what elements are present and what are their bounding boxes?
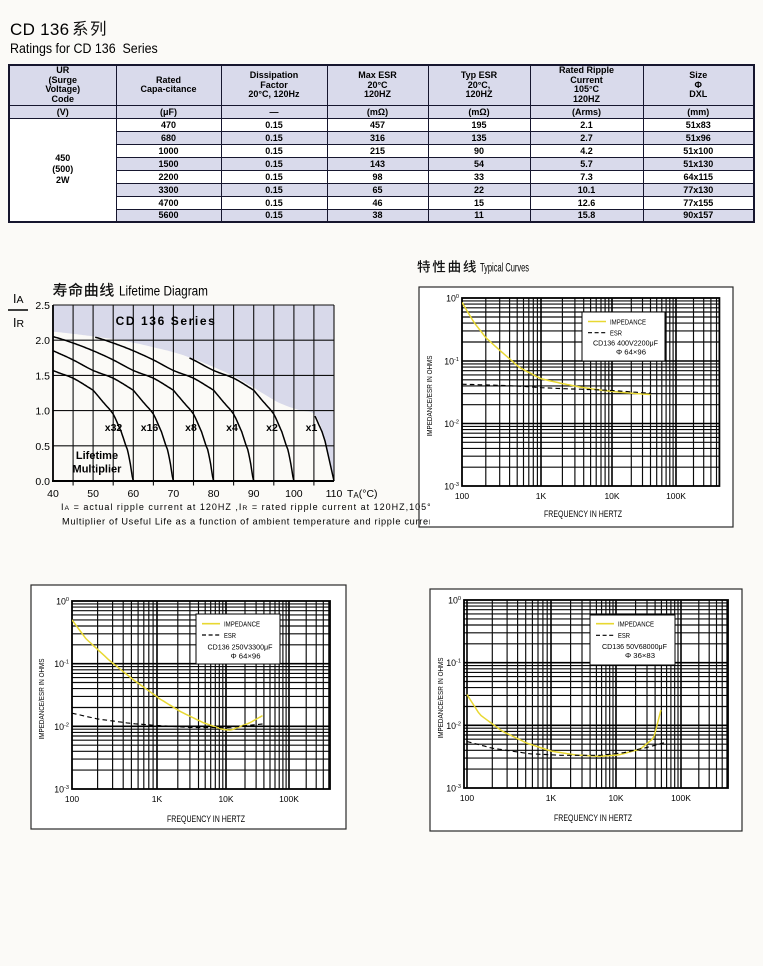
svg-text:FREQUENCY IN HERTZ: FREQUENCY IN HERTZ — [554, 813, 632, 823]
svg-text:60: 60 — [127, 488, 139, 500]
svg-text:100: 100 — [446, 294, 459, 304]
svg-text:Φ 36×83: Φ 36×83 — [625, 651, 655, 660]
svg-text:1.5: 1.5 — [35, 370, 50, 382]
svg-text:TA(°C): TA(°C) — [347, 488, 378, 500]
svg-text:10-1: 10-1 — [54, 659, 69, 669]
svg-text:IA: IA — [13, 292, 24, 306]
svg-text:100: 100 — [455, 491, 469, 501]
svg-text:0.0: 0.0 — [35, 476, 50, 488]
svg-text:2.5: 2.5 — [35, 300, 50, 312]
svg-text:IMPEDANCE: IMPEDANCE — [224, 620, 260, 629]
svg-text:100: 100 — [285, 488, 303, 500]
svg-text:1K: 1K — [546, 793, 557, 803]
svg-text:x2: x2 — [266, 422, 278, 434]
svg-text:FREQUENCY IN HERTZ: FREQUENCY IN HERTZ — [167, 814, 245, 824]
svg-text:1K: 1K — [536, 491, 547, 501]
svg-text:Lifetime Diagram: Lifetime Diagram — [119, 284, 208, 299]
svg-text:ESR: ESR — [610, 329, 622, 338]
svg-text:110: 110 — [326, 488, 343, 500]
svg-text:1.0: 1.0 — [35, 406, 50, 418]
svg-text:90: 90 — [248, 488, 260, 500]
svg-text:Φ 64×96: Φ 64×96 — [231, 651, 261, 660]
svg-text:10-1: 10-1 — [446, 658, 461, 668]
svg-text:x1: x1 — [306, 422, 318, 434]
svg-text:Multiplier of Useful Life as a: Multiplier of Useful Life as a function … — [62, 517, 430, 527]
svg-text:40: 40 — [47, 488, 59, 500]
svg-text:CD136 50V68000μF: CD136 50V68000μF — [602, 642, 667, 651]
svg-text:10-1: 10-1 — [444, 357, 459, 367]
svg-text:x32: x32 — [105, 422, 123, 434]
svg-text:Multiplier: Multiplier — [73, 464, 123, 476]
svg-text:100K: 100K — [671, 793, 691, 803]
svg-text:50: 50 — [87, 488, 99, 500]
svg-text:Typical Curves: Typical Curves — [480, 263, 529, 275]
svg-text:10-2: 10-2 — [446, 721, 461, 731]
svg-text:70: 70 — [168, 488, 180, 500]
svg-text:Lifetime: Lifetime — [76, 450, 118, 462]
svg-text:IR: IR — [13, 316, 24, 330]
svg-text:10-3: 10-3 — [444, 482, 459, 492]
svg-text:10K: 10K — [604, 491, 619, 501]
svg-text:IMPEDANCE: IMPEDANCE — [618, 620, 654, 629]
svg-text:100: 100 — [65, 794, 79, 804]
svg-text:80: 80 — [208, 488, 220, 500]
svg-text:10-2: 10-2 — [444, 419, 459, 429]
svg-text:CD136 250V3300μF: CD136 250V3300μF — [208, 643, 273, 652]
svg-text:x4: x4 — [226, 422, 238, 434]
svg-text:ESR: ESR — [224, 631, 236, 640]
svg-text:10-3: 10-3 — [446, 784, 461, 794]
svg-text:100K: 100K — [666, 491, 686, 501]
svg-text:FREQUENCY IN HERTZ: FREQUENCY IN HERTZ — [544, 509, 622, 519]
svg-text:10K: 10K — [218, 794, 233, 804]
svg-text:x8: x8 — [185, 422, 197, 434]
svg-text:x16: x16 — [141, 422, 159, 434]
svg-text:IA = actual ripple current at: IA = actual ripple current at 120HZ ,IR … — [61, 502, 430, 512]
svg-text:CD 136 Series: CD 136 Series — [116, 314, 217, 328]
svg-text:IMPEDANCE/ESR IN OHMS: IMPEDANCE/ESR IN OHMS — [436, 658, 445, 739]
svg-text:1K: 1K — [152, 794, 163, 804]
svg-text:10K: 10K — [608, 793, 623, 803]
svg-text:Φ 64×96: Φ 64×96 — [616, 348, 646, 357]
svg-text:IMPEDANCE: IMPEDANCE — [610, 317, 646, 326]
svg-text:100: 100 — [460, 793, 474, 803]
svg-text:10-2: 10-2 — [54, 722, 69, 732]
svg-text:100: 100 — [448, 596, 461, 606]
svg-text:100: 100 — [56, 597, 69, 607]
svg-text:IMPEDANCE/ESR IN OHMS: IMPEDANCE/ESR IN OHMS — [425, 356, 434, 437]
svg-text:100K: 100K — [279, 794, 299, 804]
svg-text:10-3: 10-3 — [54, 785, 69, 795]
svg-text:ESR: ESR — [618, 631, 630, 640]
svg-text:IMPEDANCE/ESR IN OHMS: IMPEDANCE/ESR IN OHMS — [37, 659, 46, 740]
svg-text:0.5: 0.5 — [35, 441, 50, 453]
svg-text:2.0: 2.0 — [35, 335, 50, 347]
svg-text:CD136 400V2200μF: CD136 400V2200μF — [593, 339, 658, 348]
